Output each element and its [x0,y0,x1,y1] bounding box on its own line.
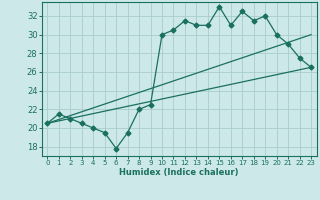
X-axis label: Humidex (Indice chaleur): Humidex (Indice chaleur) [119,168,239,177]
